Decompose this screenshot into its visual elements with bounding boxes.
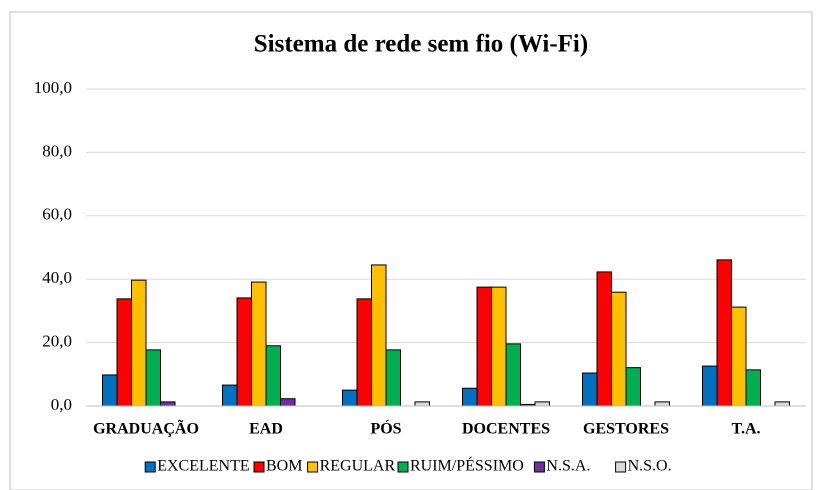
legend-swatch: [533, 461, 545, 473]
bar: [145, 349, 161, 407]
bar: [160, 401, 176, 407]
bar: [476, 286, 492, 407]
x-tick-label: GRADUAÇÃO: [93, 419, 199, 438]
y-tick-label: 100,0: [34, 78, 72, 97]
bar: [491, 286, 507, 407]
bar: [582, 372, 598, 407]
x-tick-label: EAD: [249, 421, 283, 438]
bar: [414, 401, 430, 407]
bar: [534, 401, 550, 407]
bar: [462, 387, 478, 407]
bar: [131, 279, 147, 407]
y-tick-label: 0,0: [51, 395, 72, 414]
legend-swatch: [253, 461, 265, 473]
bar: [222, 384, 238, 407]
bar: [731, 306, 747, 407]
bar: [251, 281, 267, 407]
bar: [356, 298, 372, 407]
bar: [596, 271, 612, 407]
bar: [611, 291, 627, 407]
bar: [116, 298, 132, 407]
x-tick-label: GESTORES: [583, 421, 669, 438]
bar: [385, 349, 401, 407]
bar: [702, 365, 718, 407]
y-tick-label: 60,0: [42, 205, 72, 224]
legend-label: EXCELENTE: [157, 458, 249, 475]
legend-swatch: [144, 461, 156, 473]
bar: [265, 345, 281, 407]
bar: [342, 389, 358, 407]
legend-label: RUIM/PÉSSIMO: [410, 456, 524, 475]
y-tick-label: 40,0: [42, 268, 72, 287]
legend-swatch: [397, 461, 409, 473]
y-tick-label: 20,0: [42, 332, 72, 351]
bar: [774, 401, 790, 407]
bar: [236, 297, 252, 407]
legend-swatch: [615, 461, 627, 473]
legend-label: N.S.A.: [546, 458, 590, 475]
x-tick-label: PÓS: [370, 419, 401, 438]
bar: [371, 264, 387, 407]
y-tick-label: 80,0: [42, 141, 72, 160]
bar: [102, 374, 118, 407]
legend-label: BOM: [266, 458, 302, 475]
bar: [654, 401, 670, 407]
chart-frame: [9, 11, 813, 490]
bar: [625, 367, 641, 407]
legend-label: REGULAR: [320, 458, 396, 475]
chart-title: Sistema de rede sem fio (Wi-Fi): [254, 31, 588, 58]
bar: [280, 398, 296, 407]
legend-label: N.S.O.: [628, 458, 672, 475]
x-tick-label: T.A.: [731, 421, 760, 438]
bar: [745, 369, 761, 407]
legend-swatch: [307, 461, 319, 473]
x-tick-label: DOCENTES: [462, 421, 550, 438]
bar: [716, 259, 732, 407]
bar: [505, 343, 521, 407]
